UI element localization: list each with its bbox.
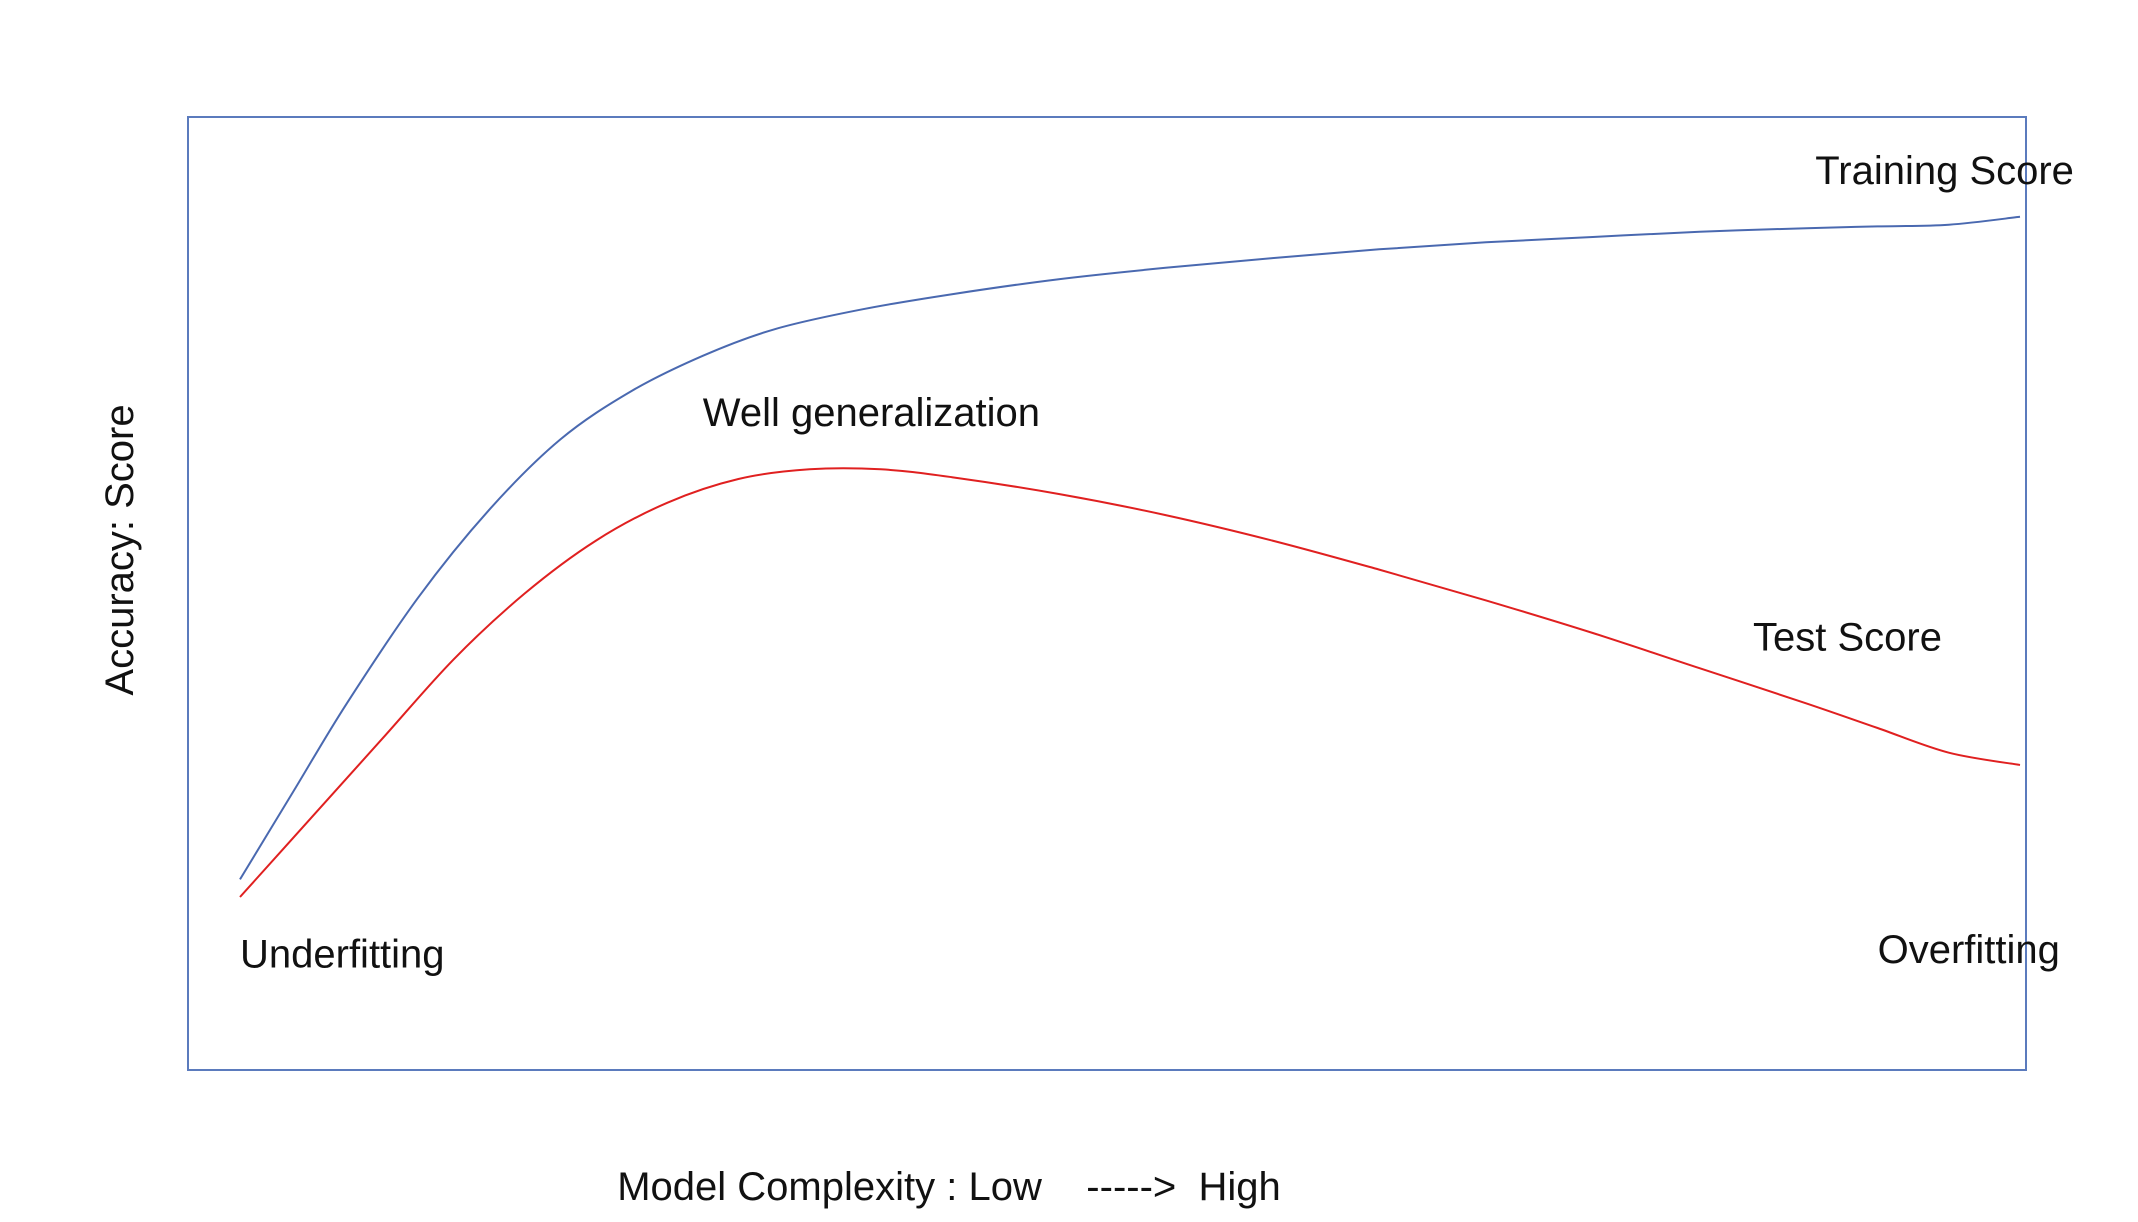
overfitting-label: Overfitting xyxy=(1878,928,2060,972)
training-score-label: Training Score xyxy=(1815,149,2074,193)
series-line-training-score xyxy=(239,215,2021,880)
series-line-test-score xyxy=(239,467,2021,898)
underfitting-label: Underfitting xyxy=(240,932,445,976)
y-axis-label: Accuracy: Score xyxy=(98,404,142,695)
well-generalization-label: Well generalization xyxy=(703,391,1040,435)
x-axis-label: Model Complexity : Low -----> High xyxy=(617,1165,1281,1209)
annotation-layer: Training Score Well generalization Test Sc… xyxy=(240,149,2074,976)
test-score-label: Test Score xyxy=(1753,616,1942,660)
series-layer xyxy=(239,215,2021,898)
plot-frame xyxy=(187,116,2027,1071)
